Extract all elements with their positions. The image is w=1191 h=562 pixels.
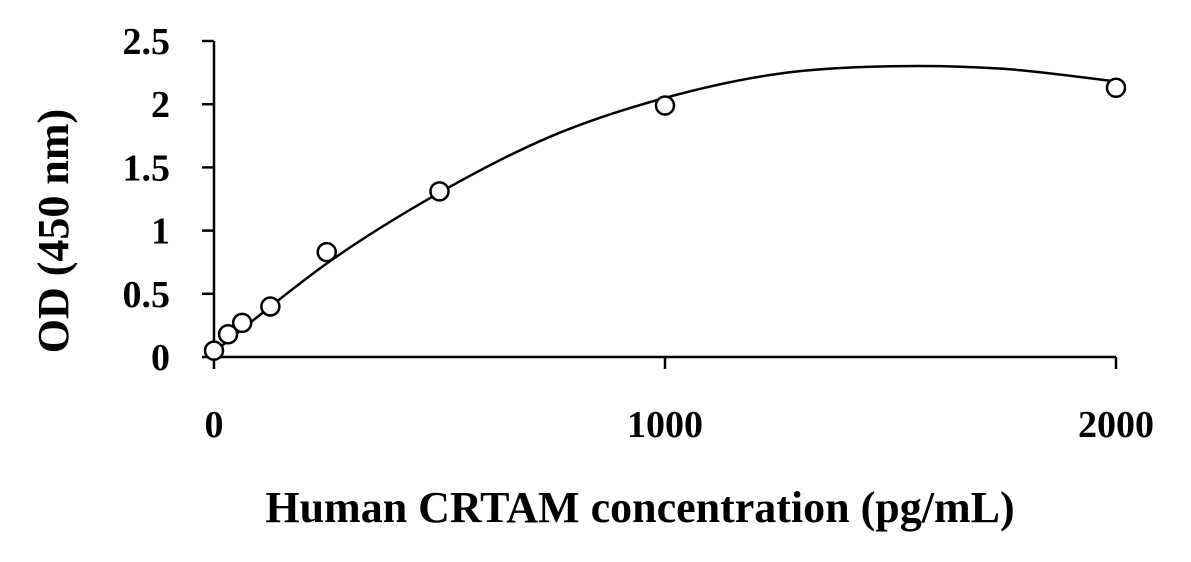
x-axis-title: Human CRTAM concentration (pg/mL) xyxy=(265,483,1014,532)
y-tick-label: 1 xyxy=(151,211,170,253)
data-point xyxy=(231,312,253,334)
data-point xyxy=(217,323,239,345)
data-point xyxy=(429,181,450,202)
x-tick-label: 0 xyxy=(205,404,224,446)
data-point xyxy=(1105,77,1127,99)
y-ticks: 0 0.5 1 1.5 2 2.5 xyxy=(123,21,214,379)
data-point xyxy=(260,296,281,317)
x-ticks: 0 1000 2000 xyxy=(205,357,1154,446)
data-point xyxy=(654,95,676,116)
y-tick-label: 2.5 xyxy=(123,21,171,63)
y-tick-label: 0 xyxy=(151,337,170,379)
y-tick-label: 1.5 xyxy=(123,147,171,189)
data-point xyxy=(316,241,337,263)
data-point xyxy=(203,340,225,361)
axes xyxy=(212,41,1116,359)
y-axis-title: OD (450 nm) xyxy=(29,109,78,353)
x-tick-label: 1000 xyxy=(627,404,703,446)
y-tick-label: 2 xyxy=(151,84,170,126)
x-tick-label: 2000 xyxy=(1078,404,1154,446)
data-points xyxy=(203,77,1127,361)
y-tick-label: 0.5 xyxy=(123,274,171,316)
